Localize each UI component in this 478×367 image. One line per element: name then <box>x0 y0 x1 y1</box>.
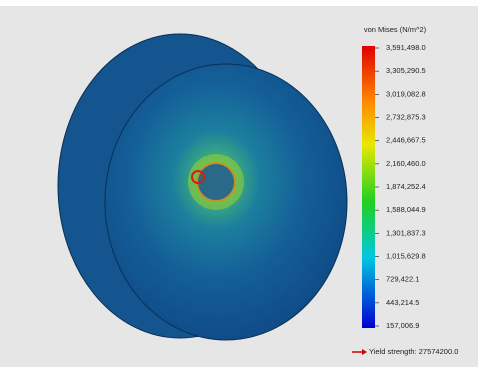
legend-label: 1,015,629.8 <box>386 251 426 260</box>
legend-label: 729,422.1 <box>386 275 419 284</box>
legend-label: 443,214.5 <box>386 298 419 307</box>
legend-label: 2,160,460.0 <box>386 159 426 168</box>
legend-label: 1,301,837.3 <box>386 228 426 237</box>
legend-label: 1,588,044.9 <box>386 205 426 214</box>
legend-title: von Mises (N/m^2) <box>364 25 427 34</box>
legend-label: 3,019,082.8 <box>386 89 426 98</box>
legend-label: 3,305,290.5 <box>386 66 426 75</box>
legend-label: 3,591,498.0 <box>386 43 426 52</box>
legend-label: 2,446,667.5 <box>386 136 426 145</box>
legend-label: 157,006.9 <box>386 321 419 330</box>
color-bar <box>362 46 375 328</box>
yield-label: Yield strength: 27574200.0 <box>369 347 458 356</box>
legend-label: 1,874,252.4 <box>386 182 426 191</box>
legend-label: 2,732,875.3 <box>386 112 426 121</box>
pin-hole <box>191 170 205 184</box>
yield-arrow-head <box>362 349 367 355</box>
